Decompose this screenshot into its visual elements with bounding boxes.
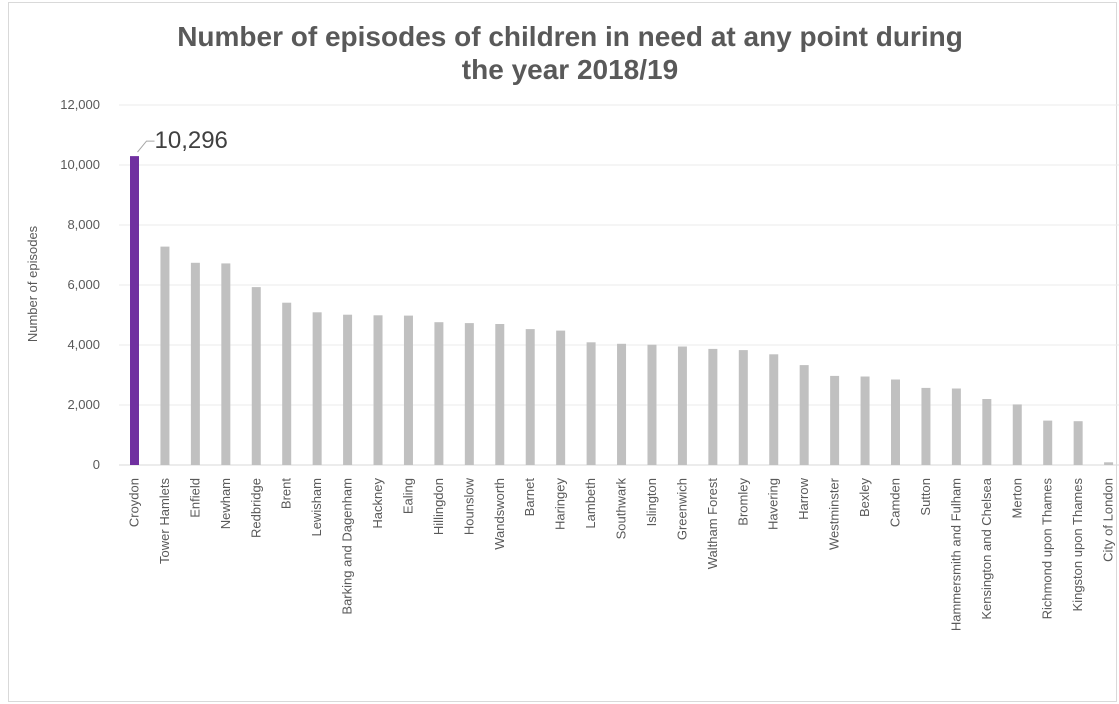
x-tick-label: Westminster [827, 477, 842, 550]
y-tick-label: 8,000 [67, 217, 100, 232]
bar [617, 343, 627, 465]
x-tick-label: Ealing [400, 478, 415, 514]
bar [525, 329, 535, 465]
bar [434, 322, 444, 465]
x-tick-label: Sutton [918, 478, 933, 516]
x-tick-label: City of London [1101, 478, 1116, 562]
bar [130, 156, 139, 465]
bar [647, 344, 657, 465]
bar [951, 388, 961, 465]
bar [1043, 420, 1053, 465]
x-tick-label: Brent [279, 478, 294, 509]
x-tick-label: Barking and Dagenham [340, 478, 355, 615]
bar [921, 387, 931, 465]
x-tick-label: Barnet [522, 478, 537, 517]
bar [282, 302, 292, 465]
x-tick-label: Bromley [735, 478, 750, 526]
y-tick-label: 10,000 [60, 157, 100, 172]
y-tick-label: 4,000 [67, 337, 100, 352]
annotations: 10,296 [137, 127, 228, 154]
bar [738, 350, 748, 465]
chart-title-line-2: the year 2018/19 [461, 54, 679, 85]
bar [860, 376, 870, 465]
x-tick-label: Greenwich [674, 478, 689, 540]
chart-title: Number of episodes of children in need a… [110, 20, 1030, 86]
x-tick-label: Enfield [187, 478, 202, 518]
bar [586, 342, 596, 465]
bar [1012, 404, 1022, 465]
y-axis-ticks: 0 2,000 4,000 6,000 8,000 10,000 12,000 [60, 97, 100, 472]
bar [982, 399, 992, 465]
bar [373, 315, 383, 465]
x-tick-label: Harrow [796, 477, 811, 520]
x-tick-label: Kingston upon Thames [1070, 478, 1085, 612]
bar [891, 379, 900, 465]
y-axis-title: Number of episodes [25, 225, 40, 342]
bar [799, 365, 809, 465]
x-tick-label: Southwark [614, 478, 629, 540]
x-tick-label: Haringey [553, 478, 568, 531]
x-tick-label: Lewisham [309, 478, 324, 537]
bar [190, 262, 200, 465]
x-tick-label: Wandsworth [492, 478, 507, 550]
x-tick-label: Kensington and Chelsea [979, 477, 994, 619]
x-tick-label: Havering [766, 478, 781, 530]
bar [160, 246, 170, 465]
bars [130, 156, 1114, 465]
x-tick-label: Islington [644, 478, 659, 526]
x-tick-label: Hackney [370, 478, 385, 529]
bar [556, 330, 566, 465]
x-tick-label: Hillingdon [431, 478, 446, 535]
x-tick-label: Bexley [857, 478, 872, 518]
y-tick-label: 0 [93, 457, 100, 472]
x-tick-label: Tower Hamlets [157, 478, 172, 564]
x-tick-label: Redbridge [248, 478, 263, 538]
x-tick-label: Camden [888, 478, 903, 527]
bar [251, 287, 261, 465]
bar [312, 312, 322, 465]
bar [495, 324, 505, 465]
x-tick-label: Waltham Forest [705, 478, 720, 570]
bar [1104, 462, 1114, 465]
x-tick-label: Hammersmith and Fulham [948, 478, 963, 631]
x-tick-label: Croydon [127, 478, 142, 527]
y-tick-label: 12,000 [60, 97, 100, 112]
bar [403, 315, 413, 465]
x-tick-label: Richmond upon Thames [1040, 478, 1055, 620]
bar [769, 354, 779, 465]
chart-title-line-1: Number of episodes of children in need a… [177, 21, 963, 52]
bar [830, 375, 840, 465]
bar [677, 346, 687, 465]
bar [343, 314, 353, 465]
x-axis-categories: Croydon Tower Hamlets Enfield Newham Redbrid… [127, 477, 1116, 631]
bar [708, 348, 718, 465]
x-tick-label: Hounslow [461, 477, 476, 535]
bar [221, 263, 231, 465]
data-label-leader [137, 140, 155, 153]
x-tick-label: Newham [218, 478, 233, 529]
bar [464, 323, 474, 465]
bar [1073, 421, 1083, 465]
x-tick-label: Lambeth [583, 478, 598, 529]
data-label: 10,296 [155, 127, 228, 154]
y-tick-label: 6,000 [67, 277, 100, 292]
y-tick-label: 2,000 [67, 397, 100, 412]
x-tick-label: Merton [1009, 478, 1024, 518]
